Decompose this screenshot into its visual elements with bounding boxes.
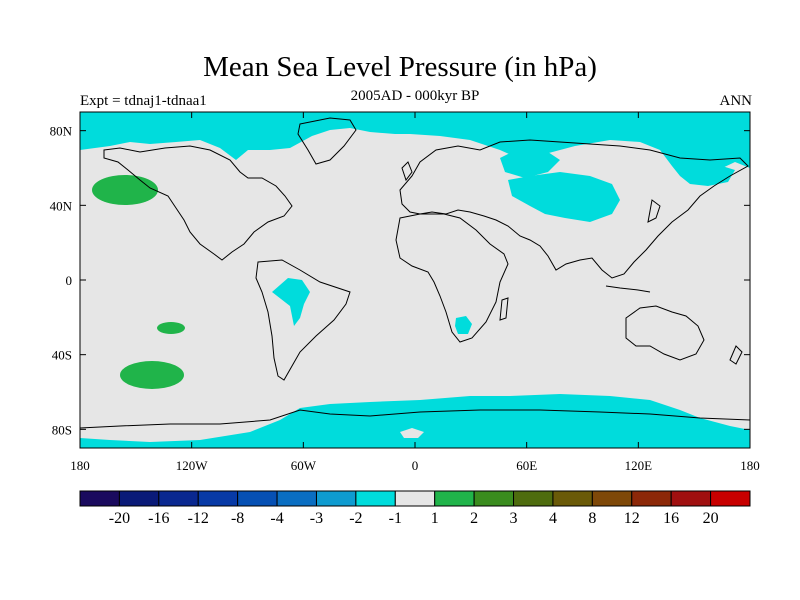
colorbar-swatch [670,490,712,507]
x-tick-label: 120E [625,458,653,473]
y-tick-label: 80S [52,422,72,437]
x-tick-label: 0 [412,458,419,473]
x-tick-label: 120W [176,458,209,473]
greenland-coast [297,117,357,165]
madagascar-coast [499,297,509,321]
arctic-negative-region [80,112,750,180]
y-tick-label: 40S [52,348,72,363]
colorbar-label: -12 [188,510,209,527]
siberia-negative-region [500,148,560,178]
colorbar-label: -2 [349,510,362,527]
antarctica-coast [80,409,750,429]
new-zealand-coast [729,345,743,365]
eurasia-coast [399,139,749,279]
colorbar-label: 1 [431,510,439,527]
x-tick-label: 180 [740,458,760,473]
asia-negative-region [508,172,620,222]
experiment-label: Expt = tdnaj1-tdnaa1 [80,93,207,109]
colorbar-label: -8 [231,510,244,527]
colorbar-label: 2 [470,510,478,527]
y-tick-label: 0 [66,273,73,288]
x-tick-label: 60W [291,458,317,473]
colorbar-swatch [158,490,199,507]
colorbar-swatch [355,490,396,507]
colorbar-swatch [552,490,593,507]
colorbar-label: 12 [624,510,640,527]
season-label: ANN [719,93,753,109]
colorbar: -20 -16 -12 -8 -4 -3 -2 -1 1 2 3 4 8 12 16 20 [79,490,751,527]
colorbar-label: -3 [310,510,323,527]
x-tick-label: 180 [70,458,90,473]
africa-coast [395,213,509,343]
south-america-coast [255,259,351,381]
positive-anomaly-regions [92,175,185,389]
indonesia-coast [605,285,651,293]
colorbar-label: 20 [703,510,719,527]
colorbar-swatch [631,490,672,507]
colorbar-swatch [710,490,751,507]
map-title: Mean Sea Level Pressure (in hPa) [203,51,597,83]
map-background [80,112,750,448]
y-tick-label: 40N [50,198,73,213]
colorbar-label: 16 [663,510,679,527]
colorbar-swatch [197,490,239,507]
colorbar-label: -1 [389,510,402,527]
uk-coast [401,161,413,182]
antarctic-negative-region [80,394,750,448]
colorbar-swatch [237,490,278,507]
y-tick-label: 80N [50,124,73,139]
coastlines [80,117,750,429]
colorbar-swatch [434,490,475,507]
colorbar-swatch [79,490,120,507]
negative-anomaly-regions [80,112,750,448]
colorbar-swatch [591,490,633,507]
south-america-negative-region [272,278,310,326]
x-tick-label: 60E [516,458,537,473]
colorbar-label: 8 [588,510,596,527]
north-america-coast [103,145,293,261]
south-africa-negative-region [455,316,472,334]
south-pacific-positive-region-small [157,322,185,334]
antarctic-neutral-patch [400,428,424,438]
colorbar-label: -16 [148,510,169,527]
y-axis: 80N 40N 0 40S 80S [50,124,750,437]
anomaly-fields [80,112,750,448]
colorbar-swatch [118,490,160,507]
colorbar-label: -4 [270,510,283,527]
colorbar-swatch [473,490,515,507]
north-pacific-positive-region [92,175,158,205]
colorbar-label: 3 [510,510,518,527]
colorbar-swatch [513,490,554,507]
colorbar-label: -20 [109,510,130,527]
japan-coast [647,199,661,223]
colorbar-swatch [276,490,317,507]
x-axis: 180 120W 60W 0 60E 120E 180 [70,112,760,473]
australia-coast [625,305,705,361]
colorbar-swatch [394,490,436,507]
colorbar-label: 4 [549,510,557,527]
south-pacific-positive-region-large [120,361,184,389]
period-label: 2005AD - 000kyr BP [350,88,480,104]
colorbar-swatch [315,490,357,507]
